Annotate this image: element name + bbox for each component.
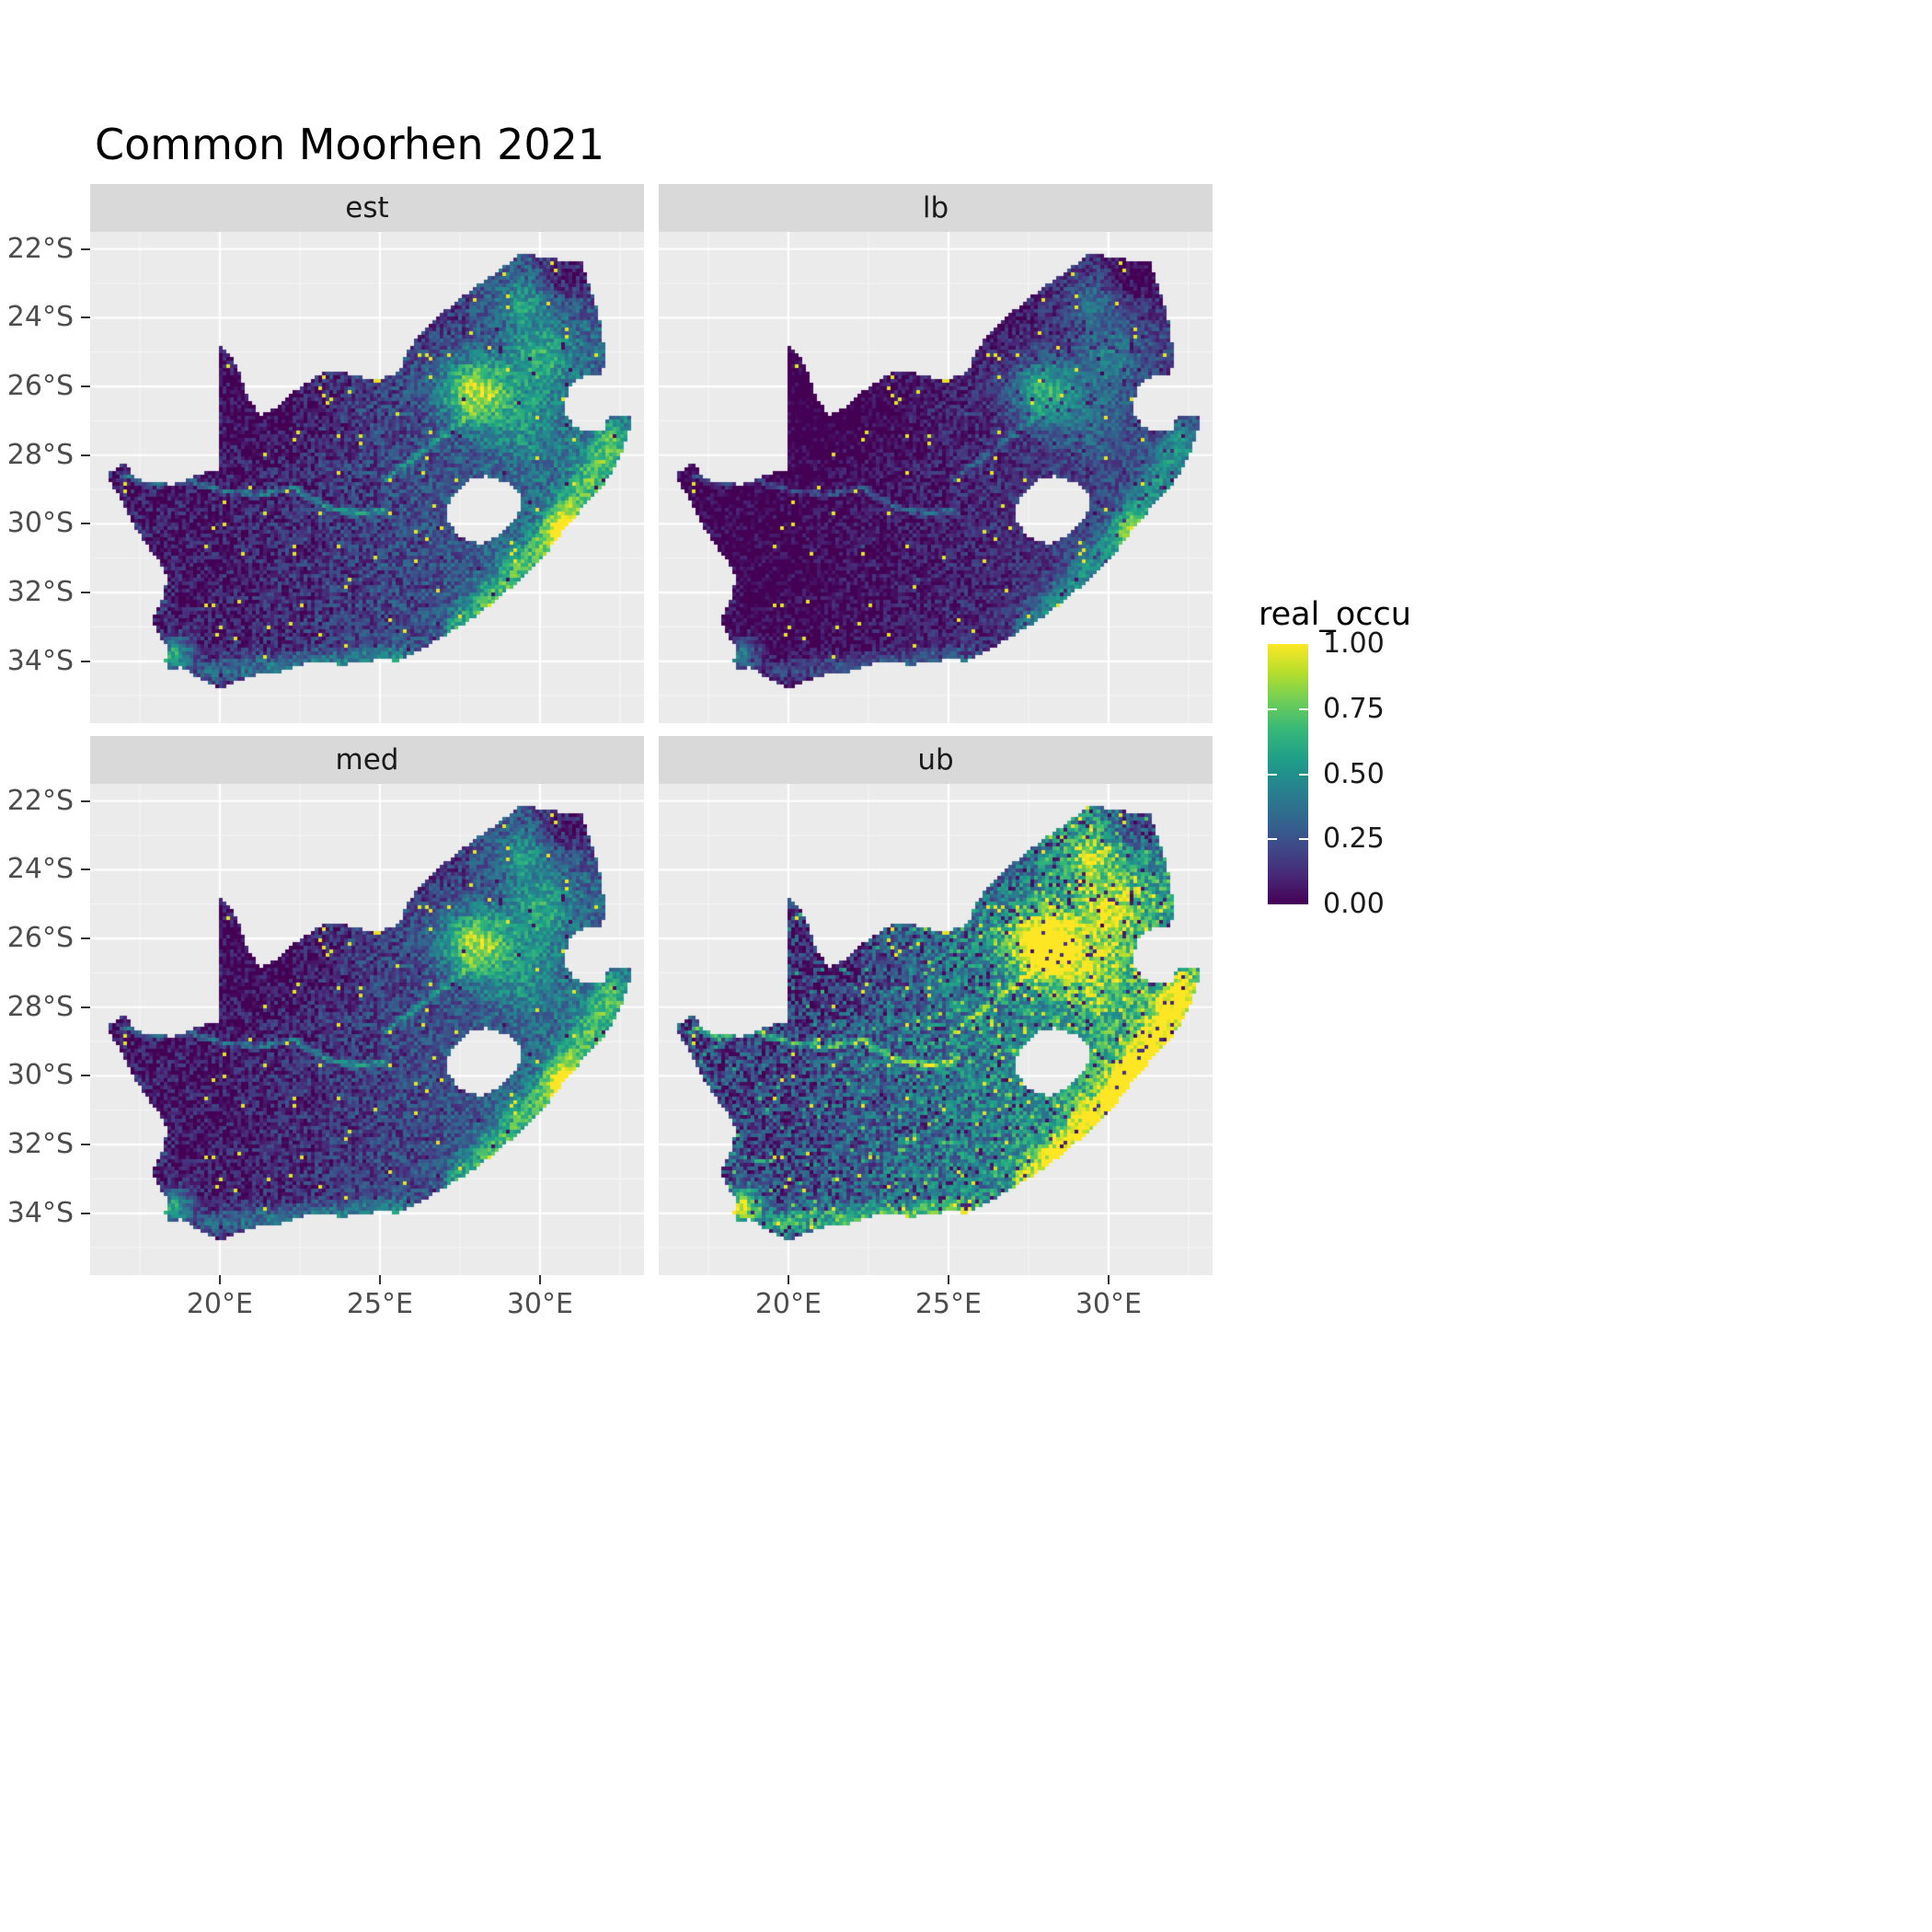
y-axis-tick-label: 28°S [6,438,74,471]
x-axis-tick-label: 30°E [1075,1288,1142,1320]
map-canvas-lb [659,232,1213,723]
axis-tick-mark [81,1212,90,1214]
axis-tick-mark [538,1275,541,1284]
facet-panel [90,232,644,723]
x-axis-tick-label: 20°E [186,1288,253,1320]
facet-panel [659,232,1213,723]
y-axis-tick-label: 30°S [6,507,74,540]
map-canvas-med [90,784,644,1275]
legend-tick-label: 0.25 [1323,822,1385,856]
axis-tick-mark [81,385,90,388]
axis-tick-mark [81,454,90,456]
facet-panel [90,784,644,1275]
facet-strip: med [90,736,644,784]
axis-tick-mark [81,247,90,250]
y-axis-tick-label: 22°S [6,232,74,265]
y-axis-tick-label: 26°S [6,370,74,403]
axis-tick-mark [81,592,90,594]
y-axis-tick-label: 30°S [6,1059,74,1092]
map-canvas-ub [659,784,1213,1275]
axis-tick-mark [1107,1275,1110,1284]
map-canvas-est [90,232,644,723]
facet-panel [659,784,1213,1275]
axis-tick-mark [81,799,90,802]
axis-tick-mark [218,1275,221,1284]
axis-tick-mark [787,1275,789,1284]
y-axis-tick-label: 24°S [6,301,74,334]
legend-tick-mark [1299,838,1308,841]
y-axis-tick-label: 32°S [6,1128,74,1161]
axis-tick-mark [81,1006,90,1008]
legend-tick-mark [1268,838,1277,841]
axis-tick-mark [81,937,90,940]
axis-tick-mark [81,660,90,662]
x-axis-tick-label: 20°E [754,1288,822,1320]
legend-tick-label: 0.50 [1323,757,1385,790]
legend-tick-mark [1299,773,1308,776]
axis-tick-mark [81,1144,90,1146]
axis-tick-mark [81,316,90,319]
y-axis-tick-label: 22°S [6,784,74,817]
legend-tick-label: 0.75 [1323,692,1385,725]
axis-tick-mark [81,523,90,525]
y-axis-tick-label: 24°S [6,853,74,886]
axis-tick-mark [947,1275,949,1284]
legend-tick-mark [1268,773,1277,776]
y-axis-tick-label: 34°S [6,1196,74,1229]
x-axis-tick-label: 25°E [914,1288,982,1320]
legend-tick-label: 0.00 [1323,888,1385,920]
facet-label: ub [917,743,954,776]
facet-strip: lb [659,184,1213,232]
axis-tick-mark [81,1075,90,1077]
axis-tick-mark [81,868,90,871]
facet-label: est [345,191,389,224]
y-axis-tick-label: 26°S [6,922,74,955]
y-axis-tick-label: 28°S [6,990,74,1023]
x-axis-tick-label: 30°E [506,1288,573,1320]
facet-strip: est [90,184,644,232]
plot-title: Common Moorhen 2021 [95,120,605,169]
y-axis-tick-label: 32°S [6,576,74,609]
axis-tick-mark [378,1275,381,1284]
facet-label: lb [922,191,949,224]
legend-tick-mark [1268,707,1277,710]
facet-strip: ub [659,736,1213,784]
legend-tick-label: 1.00 [1323,627,1385,660]
legend-tick-mark [1299,707,1308,710]
legend-title: real_occu [1259,596,1411,633]
x-axis-tick-label: 25°E [346,1288,413,1320]
y-axis-tick-label: 34°S [6,644,74,677]
facet-label: med [335,743,399,776]
